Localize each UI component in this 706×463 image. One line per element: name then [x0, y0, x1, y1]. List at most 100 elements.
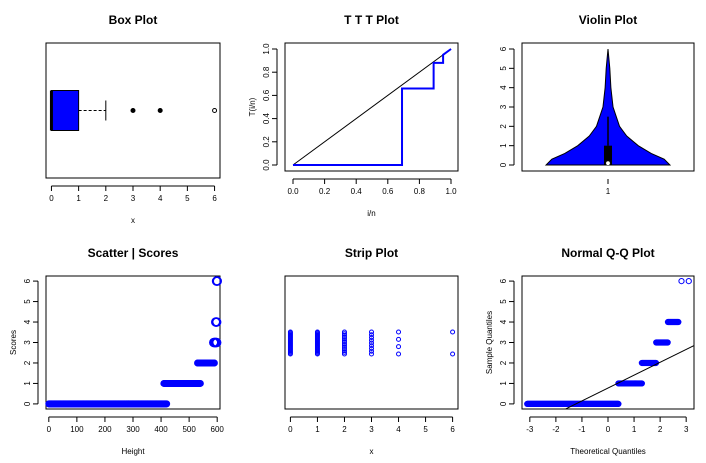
x-axis-label: x	[131, 216, 135, 225]
chart-title: Strip Plot	[345, 246, 398, 260]
y-axis-label: T(i/n)	[248, 97, 257, 116]
chart-title: Box Plot	[109, 13, 158, 27]
x-tick-label: 600	[211, 425, 225, 434]
violin-median	[605, 160, 611, 166]
strip-point	[341, 331, 347, 337]
strip-frame	[284, 275, 459, 410]
strip-point	[369, 335, 374, 340]
box-outlier	[212, 108, 218, 113]
x-tick-label: 400	[154, 425, 168, 434]
ttt-panel: T T T Plot i/n T(i/n) 0.0 0.2 0.4 0.6 0.8 1.0 0.0…	[248, 13, 459, 218]
strip-point	[369, 329, 374, 335]
strip-point	[396, 344, 402, 350]
ttt-curve	[293, 48, 452, 166]
strip-point	[369, 343, 374, 349]
x-tick-label: 1	[315, 425, 320, 434]
data-point	[210, 359, 218, 367]
x-tick-label: 2	[104, 194, 109, 203]
x-tick-label: 0	[47, 425, 52, 434]
chart-title: Scatter | Scores	[88, 246, 179, 260]
x-tick-label: -2	[552, 425, 560, 434]
qq-frame	[521, 275, 695, 410]
data-point	[678, 277, 685, 285]
strip-point	[369, 348, 374, 354]
strip-panel: Strip Plot x 0 1 2 3 4 5 6	[284, 246, 459, 456]
y-tick-label: 0.0	[262, 159, 271, 171]
x-tick-label: 0	[288, 425, 293, 434]
y-tick-label: 3	[23, 340, 32, 345]
y-tick-label: 0.6	[262, 89, 271, 101]
y-tick-label: 2	[499, 360, 508, 365]
strip-point	[450, 351, 456, 357]
x-tick-label: 200	[98, 425, 112, 434]
y-tick-label: 6	[499, 278, 508, 283]
strip-point	[369, 332, 374, 338]
x-tick-label: 3	[369, 425, 374, 434]
ttt-frame	[284, 42, 459, 172]
y-tick-label: 0.8	[262, 66, 271, 78]
violin-panel: Violin Plot 0 1 2 3 4 5 6 1	[499, 13, 695, 196]
data-point	[211, 317, 222, 327]
violin-box	[604, 145, 612, 165]
x-tick-label: 0.2	[319, 187, 331, 196]
x-tick-label: 0.4	[351, 187, 363, 196]
strip-point	[341, 344, 347, 350]
x-tick-label: 1	[606, 187, 611, 196]
box-outlier	[130, 108, 136, 113]
data-point	[211, 337, 222, 348]
scatter-frame	[45, 275, 221, 410]
y-tick-label: 2	[23, 360, 32, 365]
x-tick-label: 2	[342, 425, 347, 434]
y-tick-label: 4	[499, 319, 508, 324]
box-iqr	[50, 90, 80, 131]
data-point	[163, 400, 171, 408]
x-axis-label: i/n	[367, 209, 375, 218]
y-tick-label: 0.2	[262, 136, 271, 148]
strip-point	[341, 332, 347, 338]
strip-point	[450, 329, 456, 335]
y-axis-label: Sample Quantiles	[485, 311, 494, 374]
data-point	[196, 379, 204, 387]
strip-point	[341, 348, 347, 354]
strip-point	[396, 351, 402, 357]
x-tick-label: 3	[684, 425, 689, 434]
violin-frame	[521, 42, 695, 172]
y-tick-label: 3	[499, 104, 508, 109]
y-axis-label: Scores	[9, 330, 18, 355]
y-tick-label: 1.0	[262, 43, 271, 55]
strip-point	[314, 351, 320, 357]
strip-point	[369, 340, 374, 346]
data-point	[212, 276, 222, 286]
x-tick-label: 300	[126, 425, 140, 434]
x-tick-label: 0	[49, 194, 54, 203]
x-tick-label: 2	[658, 425, 663, 434]
strip-point	[341, 334, 347, 340]
x-tick-label: 6	[212, 194, 217, 203]
strip-point	[341, 329, 347, 335]
y-tick-label: 0.4	[262, 112, 271, 124]
strip-point	[341, 349, 347, 355]
data-point	[664, 339, 671, 346]
x-tick-label: -3	[526, 425, 534, 434]
y-tick-label: 0	[23, 401, 32, 406]
x-tick-label: 0	[606, 425, 611, 434]
y-tick-label: 5	[499, 66, 508, 71]
x-tick-label: 3	[131, 194, 136, 203]
x-tick-label: 0.6	[382, 187, 394, 196]
y-tick-label: 2	[499, 124, 508, 129]
x-tick-label: 4	[158, 194, 163, 203]
strip-point	[396, 329, 402, 335]
x-tick-label: 1.0	[445, 187, 457, 196]
x-tick-label: 6	[450, 425, 455, 434]
y-tick-label: 0	[499, 162, 508, 167]
strip-point	[341, 343, 347, 349]
y-tick-label: 6	[499, 46, 508, 51]
box-outlier	[157, 108, 163, 113]
x-tick-label: 0.0	[287, 187, 299, 196]
x-tick-label: 4	[396, 425, 401, 434]
x-tick-label: 5	[423, 425, 428, 434]
x-tick-label: 0.8	[414, 187, 426, 196]
chart-title: Normal Q-Q Plot	[561, 246, 654, 260]
